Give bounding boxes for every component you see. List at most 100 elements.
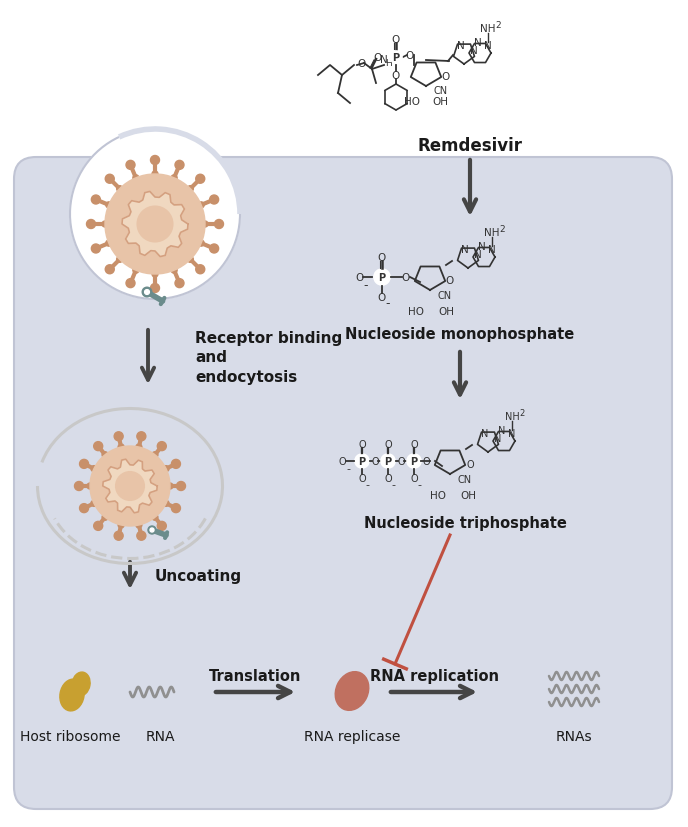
Text: 2: 2 <box>495 22 501 31</box>
Polygon shape <box>103 460 157 514</box>
Text: N: N <box>488 245 496 255</box>
Text: O: O <box>356 273 364 283</box>
Circle shape <box>163 501 169 507</box>
Circle shape <box>381 455 395 468</box>
Text: -: - <box>364 280 368 292</box>
Text: O: O <box>402 273 410 283</box>
Circle shape <box>151 156 160 165</box>
Circle shape <box>80 460 89 469</box>
Circle shape <box>117 186 122 193</box>
Text: O: O <box>384 473 391 484</box>
Text: RNA replicase: RNA replicase <box>304 729 400 743</box>
Text: Remdesivir: Remdesivir <box>418 136 522 155</box>
Circle shape <box>114 433 123 442</box>
Text: O: O <box>372 457 379 466</box>
Circle shape <box>91 501 97 507</box>
Text: -: - <box>417 480 421 490</box>
Circle shape <box>198 241 204 246</box>
Text: N: N <box>484 41 492 51</box>
Text: N: N <box>474 250 482 260</box>
Text: -: - <box>386 297 390 310</box>
Circle shape <box>171 268 177 274</box>
Circle shape <box>106 241 112 246</box>
Text: 2: 2 <box>499 225 505 234</box>
Circle shape <box>91 466 97 472</box>
Circle shape <box>196 265 205 275</box>
Circle shape <box>390 52 402 64</box>
Circle shape <box>114 532 123 541</box>
Text: Nucleoside monophosphate: Nucleoside monophosphate <box>345 327 574 342</box>
Text: N: N <box>470 46 478 56</box>
Circle shape <box>94 442 103 451</box>
Text: OH: OH <box>432 97 448 107</box>
Text: -: - <box>346 463 350 473</box>
Circle shape <box>144 290 149 295</box>
Text: O: O <box>466 460 474 470</box>
Text: RNA replication: RNA replication <box>369 669 499 684</box>
Text: O: O <box>410 439 418 449</box>
Circle shape <box>158 522 166 531</box>
Circle shape <box>152 172 158 178</box>
Circle shape <box>87 484 93 490</box>
Text: Host ribosome: Host ribosome <box>20 729 120 743</box>
Text: P: P <box>392 53 400 63</box>
Text: -: - <box>365 480 369 490</box>
Text: HO: HO <box>408 307 424 317</box>
Circle shape <box>210 245 219 254</box>
Text: O: O <box>442 72 450 82</box>
Text: H: H <box>385 59 391 68</box>
Text: 2: 2 <box>519 409 525 418</box>
Circle shape <box>202 222 208 227</box>
Text: RNAs: RNAs <box>556 729 592 743</box>
Circle shape <box>187 257 193 263</box>
Text: N: N <box>474 38 482 48</box>
Circle shape <box>177 482 186 491</box>
Ellipse shape <box>335 672 369 710</box>
Text: O: O <box>338 457 346 466</box>
Circle shape <box>87 220 96 229</box>
Text: P: P <box>385 457 391 466</box>
Text: Receptor binding
and
endocytosis: Receptor binding and endocytosis <box>195 330 342 385</box>
Circle shape <box>148 526 156 534</box>
Text: O: O <box>392 35 400 45</box>
Circle shape <box>187 186 193 193</box>
Circle shape <box>94 522 103 531</box>
Text: -: - <box>391 480 395 490</box>
Circle shape <box>374 270 390 285</box>
Circle shape <box>198 203 204 208</box>
Text: O: O <box>384 439 391 449</box>
Circle shape <box>152 272 158 278</box>
Text: O: O <box>378 293 386 303</box>
Circle shape <box>152 452 158 458</box>
Text: N: N <box>478 241 486 251</box>
Circle shape <box>133 175 139 182</box>
Circle shape <box>142 288 152 298</box>
Circle shape <box>175 161 184 170</box>
Text: P: P <box>411 457 418 466</box>
Circle shape <box>171 460 180 469</box>
Text: NH: NH <box>480 24 496 34</box>
Text: N: N <box>498 425 506 436</box>
Text: N: N <box>482 428 488 438</box>
Text: O: O <box>422 457 430 466</box>
Text: P: P <box>378 273 385 283</box>
Circle shape <box>126 280 135 289</box>
Text: O: O <box>410 473 418 484</box>
Circle shape <box>126 161 135 170</box>
Circle shape <box>80 504 89 513</box>
Text: N: N <box>508 428 516 438</box>
Text: RNA: RNA <box>145 729 175 743</box>
Text: CN: CN <box>438 290 452 301</box>
Circle shape <box>151 284 160 293</box>
Circle shape <box>136 523 142 528</box>
Circle shape <box>116 472 144 500</box>
Text: O: O <box>406 51 414 61</box>
Text: N: N <box>457 41 465 51</box>
Text: O: O <box>378 253 386 263</box>
Text: O: O <box>358 473 366 484</box>
Circle shape <box>90 447 170 526</box>
Circle shape <box>102 222 108 227</box>
Circle shape <box>210 196 219 205</box>
Circle shape <box>105 174 205 275</box>
Circle shape <box>175 280 184 289</box>
